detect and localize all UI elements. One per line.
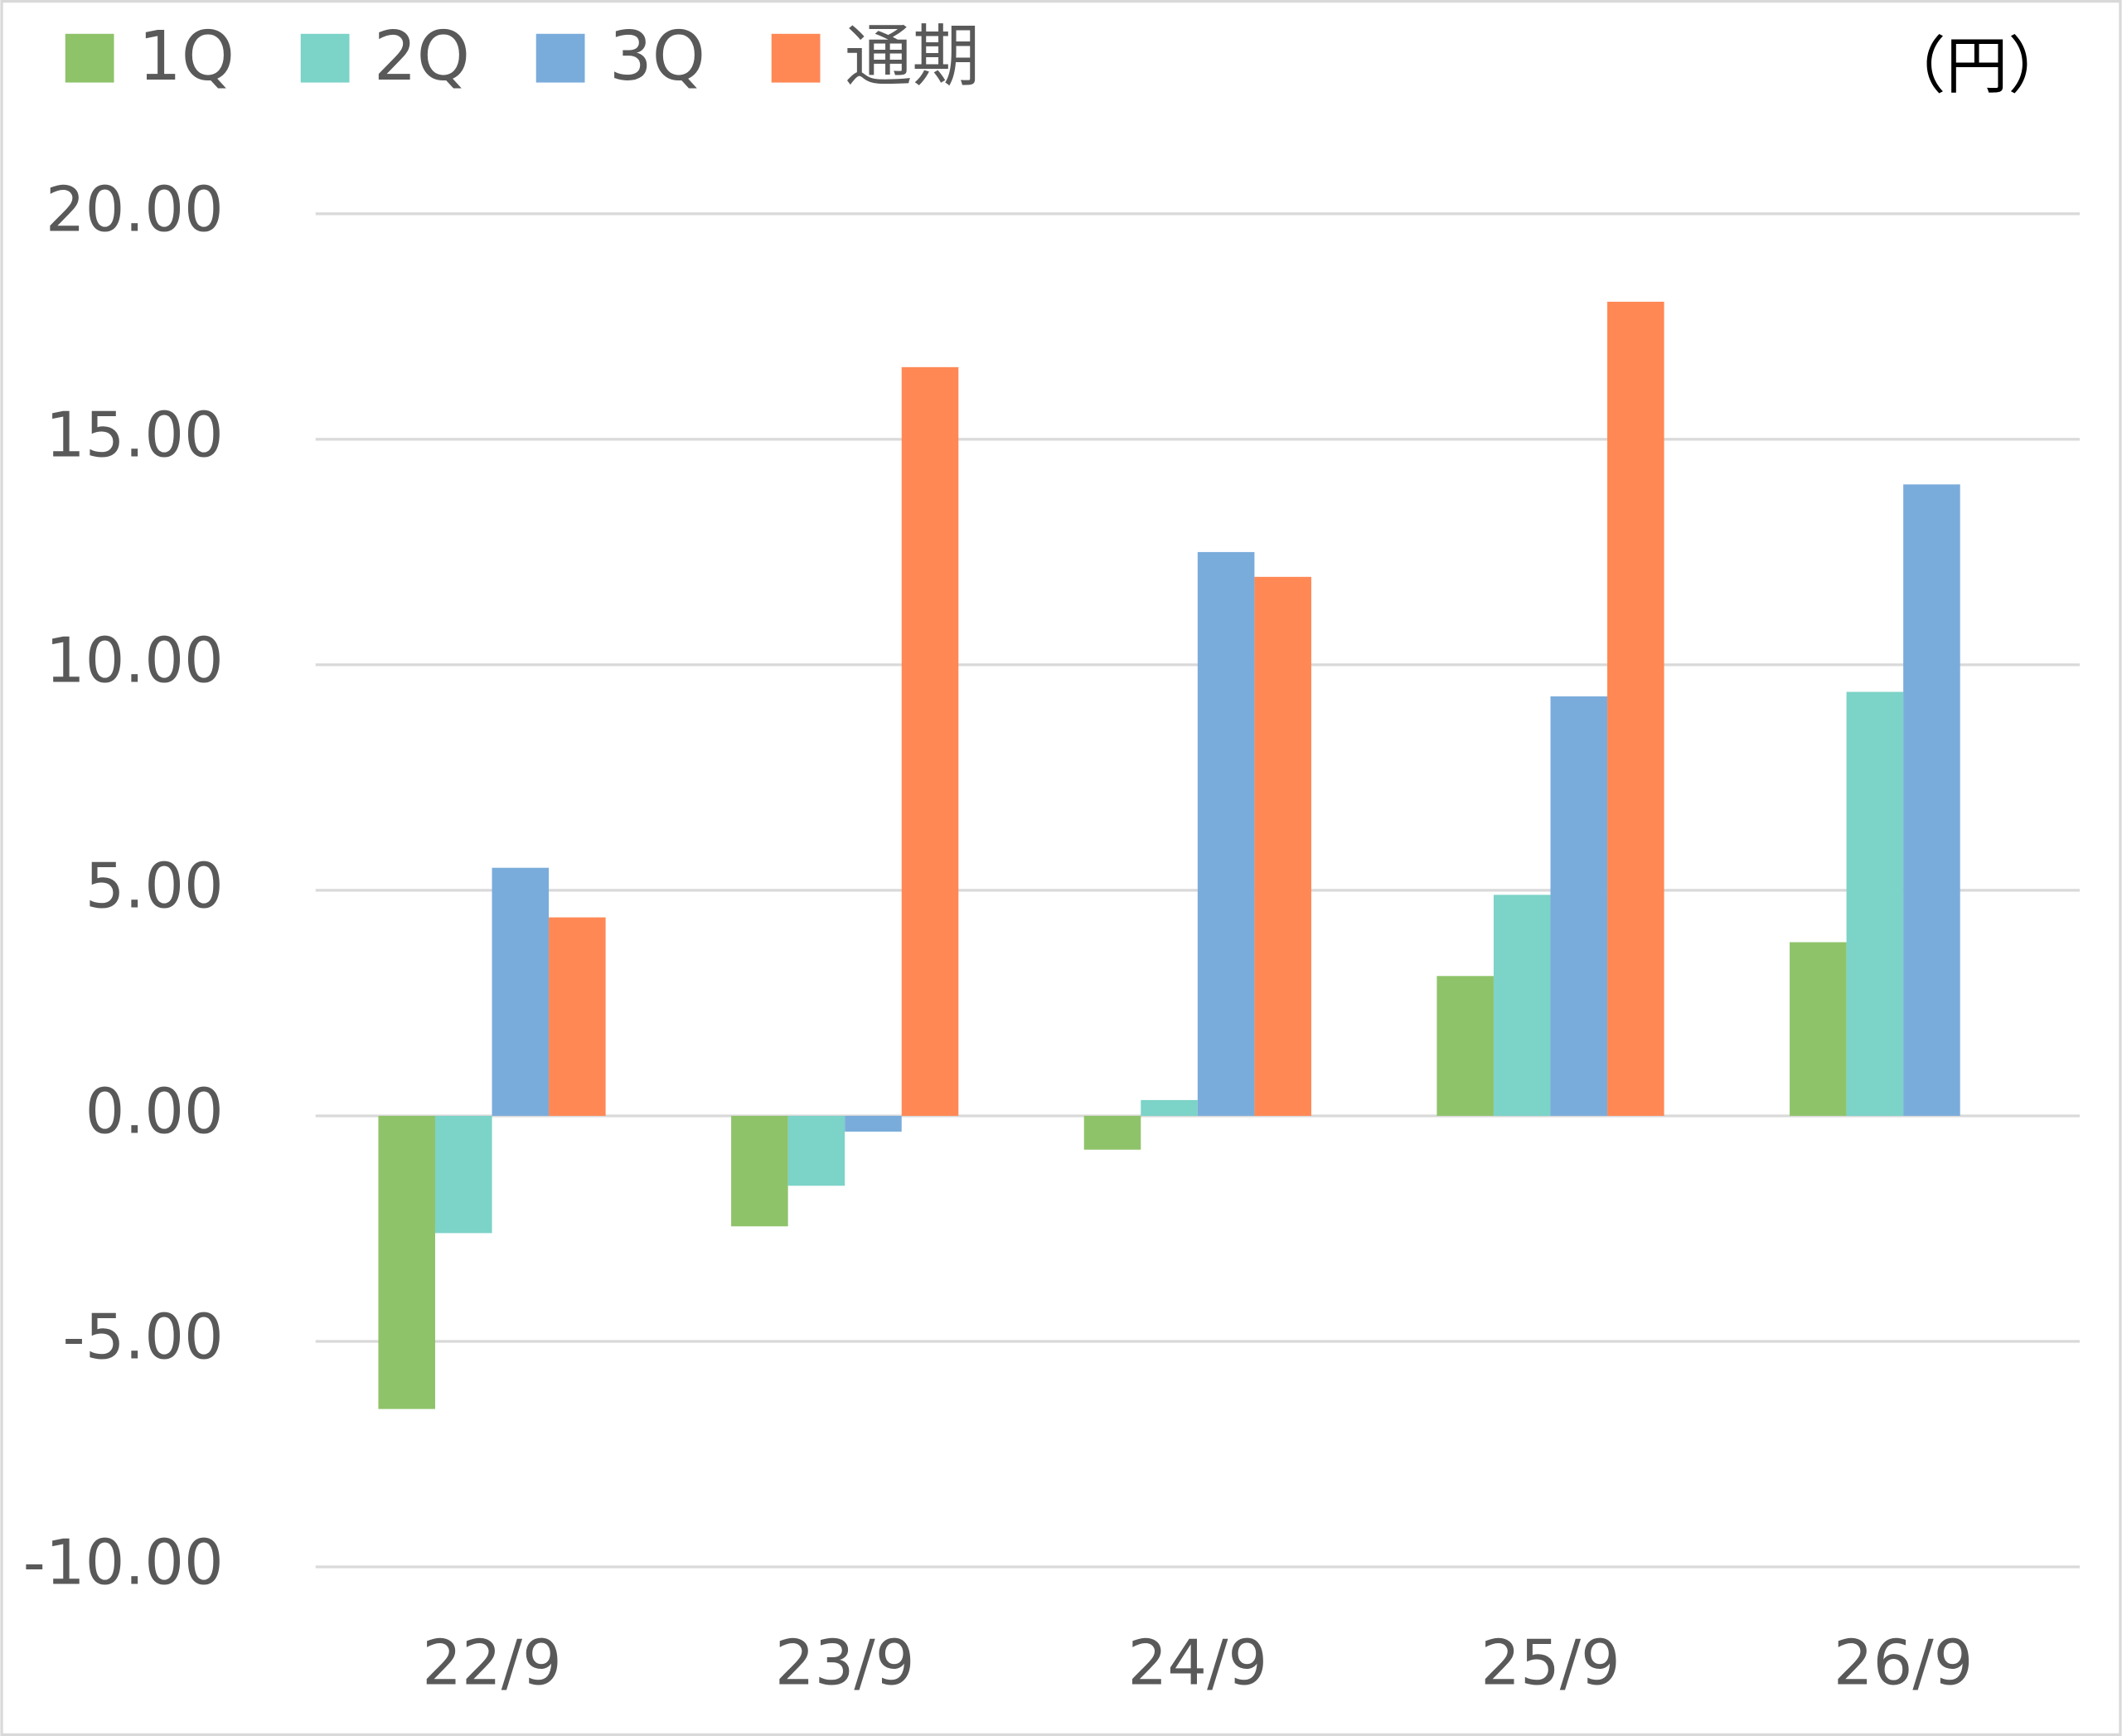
bar [492,867,550,1116]
bar [434,1115,492,1234]
bar [1083,1115,1141,1150]
bar [845,1115,902,1132]
x-tick-label: 24/9 [1128,1626,1268,1699]
legend-label: 3Q [609,17,705,96]
legend-label: 1Q [138,17,235,96]
y-tick-label: 15.00 [46,398,224,471]
bar [1607,301,1664,1116]
y-tick-label: 10.00 [46,623,224,696]
legend-swatch [300,33,350,83]
x-tick-label: 22/9 [422,1626,562,1699]
bar [1436,976,1494,1116]
bar [1846,691,1904,1116]
x-tick-label: 23/9 [775,1626,915,1699]
legend-swatch [535,33,585,83]
y-tick-label: 5.00 [85,849,224,922]
bar [1790,942,1847,1116]
y-tick-label: 0.00 [85,1074,224,1147]
bar [901,366,959,1116]
legend-label: 2Q [374,17,470,96]
bar [731,1115,788,1227]
bar [1550,696,1608,1116]
bar [378,1115,435,1409]
x-tick-label: 25/9 [1480,1626,1621,1699]
legend-swatch [65,33,114,83]
legend-label: 通期 [845,17,980,96]
bar [1903,484,1960,1116]
unit-label: （円） [1883,29,2070,102]
bar [1141,1099,1198,1116]
y-tick-label: 20.00 [46,172,224,245]
bar [1197,551,1255,1116]
bar [1254,576,1311,1116]
y-tick-label: -5.00 [63,1300,224,1373]
bar [1493,895,1551,1116]
bar [549,917,606,1116]
y-tick-label: -10.00 [23,1525,224,1598]
bar [787,1115,845,1186]
x-tick-label: 26/9 [1834,1626,1974,1699]
legend-swatch [771,33,821,83]
